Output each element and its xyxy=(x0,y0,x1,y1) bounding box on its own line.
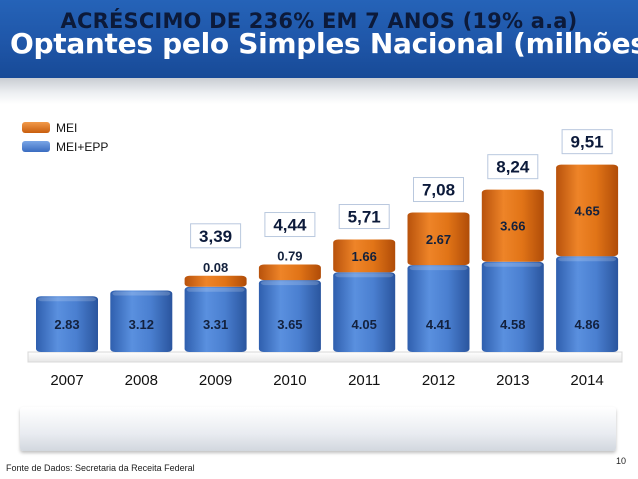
bar-mei-2012 xyxy=(407,212,470,266)
total-label-2013: 8,24 xyxy=(496,158,530,177)
x-tick-2009: 2009 xyxy=(199,372,232,389)
total-label-2012: 7,08 xyxy=(422,181,455,200)
total-label-2009: 3,39 xyxy=(199,227,232,246)
x-tick-2011: 2011 xyxy=(348,372,380,389)
title-shadow xyxy=(0,78,638,104)
total-box-2014 xyxy=(561,129,613,155)
label-mei-2012: 2.67 xyxy=(426,232,451,247)
total-label-2014: 9,51 xyxy=(571,133,604,152)
total-box-2010 xyxy=(264,212,316,238)
bar-mei-epp-2007 xyxy=(36,296,98,352)
label-mei-epp-2012: 4.41 xyxy=(426,317,451,332)
x-tick-2013: 2013 xyxy=(496,372,529,389)
x-tick-2008: 2008 xyxy=(125,372,158,389)
bar-mei-2010 xyxy=(258,264,321,281)
bar-highlight-2011 xyxy=(335,273,394,278)
label-mei-epp-2011: 4.05 xyxy=(352,317,377,332)
bar-highlight-2007 xyxy=(38,297,96,302)
legend-swatch-0 xyxy=(22,122,50,133)
bars-group xyxy=(36,164,619,352)
legend-label-0: MEI xyxy=(56,121,77,135)
bar-mei-2011 xyxy=(333,239,396,273)
bar-mei-epp-2009 xyxy=(184,286,247,352)
bar-mei-epp-2008 xyxy=(110,290,173,352)
bar-mei-2013 xyxy=(481,189,544,262)
growth-banner-text: ACRÉSCIMO DE 236% EM 7 ANOS (19% a.a) xyxy=(60,9,578,33)
label-mei-2010: 0.79 xyxy=(277,249,302,264)
bar-mei-epp-2013 xyxy=(481,261,544,352)
bar-mei-epp-2010 xyxy=(258,280,321,352)
title-bar: Optantes pelo Simples Nacional (milhões) xyxy=(0,0,638,78)
chart-floor xyxy=(27,351,623,363)
bar-highlight-2009 xyxy=(186,287,245,292)
total-box-2012 xyxy=(413,177,464,203)
label-mei-2011: 1.66 xyxy=(352,249,377,264)
bar-highlight-2010 xyxy=(260,281,319,286)
bar-mei-epp-2012 xyxy=(407,265,470,352)
bar-mei-epp-2011 xyxy=(333,272,396,352)
label-mei-epp-2014: 4.86 xyxy=(574,317,599,332)
bar-mei-2014 xyxy=(556,164,619,257)
bar-highlight-2013 xyxy=(483,262,542,267)
label-mei-epp-2007: 2.83 xyxy=(54,317,79,332)
x-tick-2007: 2007 xyxy=(50,372,83,389)
label-mei-2014: 4.65 xyxy=(574,203,599,218)
x-tick-2012: 2012 xyxy=(422,372,455,389)
legend: MEI MEI+EPP xyxy=(22,121,108,154)
legend-label-1: MEI+EPP xyxy=(56,140,108,154)
x-tick-2014: 2014 xyxy=(570,372,603,389)
page-title: Optantes pelo Simples Nacional (milhões) xyxy=(10,27,638,60)
label-mei-2009: 0.08 xyxy=(203,260,228,275)
label-mei-2013: 3.66 xyxy=(500,219,525,234)
total-label-2010: 4,44 xyxy=(273,216,307,235)
total-label-2011: 5,71 xyxy=(348,208,381,227)
bar-highlight-2008 xyxy=(112,291,171,296)
total-box-2011 xyxy=(338,204,390,230)
page-number: 10 xyxy=(615,456,626,466)
x-tick-2010: 2010 xyxy=(273,372,306,389)
bar-highlight-2012 xyxy=(409,266,468,271)
labels-group: 2.83 2007 3.12 2008 3.31 0.08 3,39 2009 3.65 0.79… xyxy=(50,129,613,389)
growth-banner xyxy=(20,407,616,451)
source-note: Fonte de Dados: Secretaria da Receita Fe… xyxy=(6,463,195,473)
bar-mei-2009 xyxy=(184,275,247,287)
total-box-2009 xyxy=(190,223,242,249)
label-mei-epp-2008: 3.12 xyxy=(129,317,154,332)
label-mei-epp-2013: 4.58 xyxy=(500,317,525,332)
bar-mei-epp-2014 xyxy=(556,256,619,352)
label-mei-epp-2009: 3.31 xyxy=(203,317,228,332)
bar-highlight-2014 xyxy=(558,257,617,262)
chart-base-plate xyxy=(27,351,623,363)
label-mei-epp-2010: 3.65 xyxy=(277,317,302,332)
legend-swatch-1 xyxy=(22,141,50,152)
total-box-2013 xyxy=(487,154,539,180)
